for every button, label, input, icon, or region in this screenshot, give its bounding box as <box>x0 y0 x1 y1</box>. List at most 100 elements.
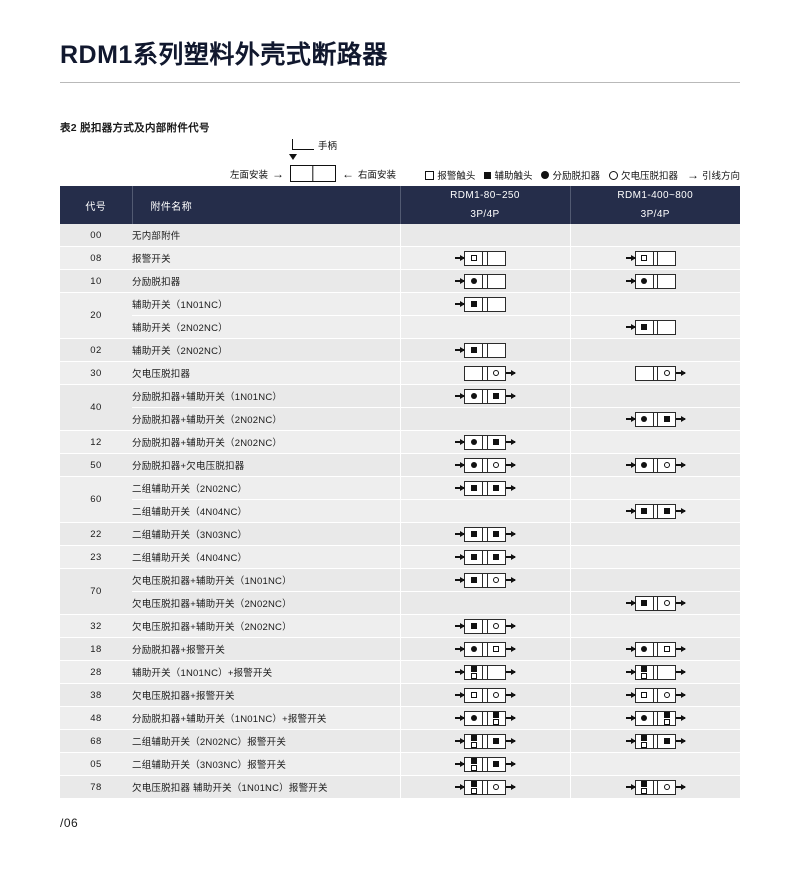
handle-leader-icon <box>289 139 314 160</box>
circle-open-icon <box>493 577 500 583</box>
header-name: 附件名称 <box>132 186 401 224</box>
symbol-stack <box>663 416 670 422</box>
accessory-symbol <box>625 503 686 519</box>
lead-arrow-out-icon <box>505 369 516 378</box>
symbol-stack <box>470 757 477 771</box>
accessory-symbol <box>625 641 686 657</box>
cell-code: 38 <box>60 683 132 707</box>
lead-arrow-in-icon <box>455 438 466 447</box>
cell-model-a-symbol <box>399 591 570 615</box>
body-divider <box>482 435 488 449</box>
cell-model-b-symbol <box>569 752 740 776</box>
body-divider <box>482 734 488 748</box>
cell-accessory-name: 辅助开关（1N01NC）+报警开关 <box>132 660 400 684</box>
symbol-stack <box>663 600 670 606</box>
header-model-b: RDM1-400~800 <box>570 186 740 205</box>
cell-accessory-name: 分励脱扣器+报警开关 <box>132 637 400 661</box>
circle-filled-icon <box>640 645 648 653</box>
symbol-cell <box>465 459 482 472</box>
cell-code: 32 <box>60 614 132 638</box>
symbol-cell <box>465 665 482 679</box>
legend-key-undervoltage: 欠电压脱扣器 <box>608 168 678 182</box>
symbol-stack <box>640 277 648 285</box>
breaker-body-icon <box>464 549 506 565</box>
table-row: 32 欠电压脱扣器+辅助开关（2N02NC） <box>60 614 740 638</box>
accessory-symbol <box>625 250 686 266</box>
square-open-icon <box>425 170 435 180</box>
symbol-stack <box>640 645 648 653</box>
symbol-cell <box>465 252 482 265</box>
table-row: 38 欠电压脱扣器+报警开关 <box>60 683 740 707</box>
breaker-body-icon <box>634 503 676 519</box>
body-divider <box>652 734 658 748</box>
square-open-icon <box>470 692 477 698</box>
symbol-cell <box>465 574 482 587</box>
body-divider <box>482 619 488 633</box>
symbol-cell-empty <box>465 367 482 380</box>
square-filled-icon <box>663 416 670 422</box>
cell-model-b-symbol <box>569 729 740 753</box>
lead-arrow-out-icon <box>505 783 516 792</box>
legend-key-auxiliary: 辅助触头 <box>484 168 532 182</box>
square-filled-icon <box>493 393 500 399</box>
symbol-stack <box>493 462 500 468</box>
table-row: 68 二组辅助开关（2N02NC）报警开关 <box>60 729 740 753</box>
symbol-cell <box>488 643 505 656</box>
square-open-icon <box>641 741 647 748</box>
lead-arrow-in-icon <box>455 576 466 585</box>
square-filled-icon <box>493 439 500 445</box>
symbol-cell <box>488 459 505 472</box>
body-divider <box>482 527 488 541</box>
lead-arrow-out-icon <box>505 484 516 493</box>
lead-arrow-in-icon <box>455 346 466 355</box>
table-row: 48 分励脱扣器+辅助开关（1N01NC）+报警开关 <box>60 706 740 730</box>
breaker-body-icon <box>634 779 676 795</box>
body-divider <box>482 366 488 380</box>
lead-arrow-in-icon <box>455 392 466 401</box>
symbol-cell <box>488 367 505 380</box>
symbol-cell <box>465 689 482 702</box>
table-row: 10 分励脱扣器 <box>60 269 740 293</box>
lead-arrow-out-icon <box>676 369 686 378</box>
symbol-cell <box>658 413 675 426</box>
accessory-symbol <box>625 273 686 289</box>
symbol-cell <box>465 620 482 633</box>
table-header-row-2: 3P/4P 3P/4P <box>60 205 740 224</box>
cell-code: 50 <box>60 453 132 477</box>
body-divider <box>652 688 658 702</box>
breaker-body-icon <box>464 273 506 289</box>
symbol-stack <box>470 577 477 583</box>
circle-filled-icon <box>640 277 648 285</box>
accessory-symbol <box>455 296 515 312</box>
body-divider <box>482 458 488 472</box>
legend-key-alarm: 报警触头 <box>425 168 475 182</box>
lead-arrow-in-icon <box>455 691 466 700</box>
lead-arrow-out-icon <box>676 415 686 424</box>
handle-label: 手柄 <box>318 141 338 152</box>
breaker-body-icon <box>634 250 676 266</box>
circle-open-icon <box>663 462 670 468</box>
symbol-stack <box>663 462 670 468</box>
square-open-icon <box>493 646 500 652</box>
cell-accessory-name: 分励脱扣器+辅助开关（2N02NC） <box>132 430 400 454</box>
symbol-cell <box>488 574 505 587</box>
lead-arrow-out-icon <box>505 461 516 470</box>
symbol-cell <box>465 712 482 725</box>
cell-accessory-name: 欠电压脱扣器+辅助开关（1N01NC） <box>132 568 400 592</box>
cell-accessory-name: 报警开关 <box>132 246 400 270</box>
lead-arrow-spacer <box>455 372 464 373</box>
symbol-cell <box>658 689 675 702</box>
lead-arrow-out-icon <box>676 714 686 723</box>
square-filled-icon <box>641 508 647 514</box>
body-divider <box>482 642 488 656</box>
cell-accessory-name: 二组辅助开关（3N03NC） <box>132 522 400 546</box>
cell-model-b-symbol <box>569 361 740 385</box>
cell-accessory-name: 分励脱扣器 <box>132 269 400 293</box>
symbol-stack <box>641 734 647 748</box>
symbol-stack <box>470 665 477 679</box>
square-filled-icon <box>641 734 647 741</box>
breaker-body-icon <box>464 618 506 634</box>
symbol-cell <box>658 711 675 725</box>
cell-code: 00 <box>60 224 132 247</box>
square-filled-icon <box>493 531 500 537</box>
